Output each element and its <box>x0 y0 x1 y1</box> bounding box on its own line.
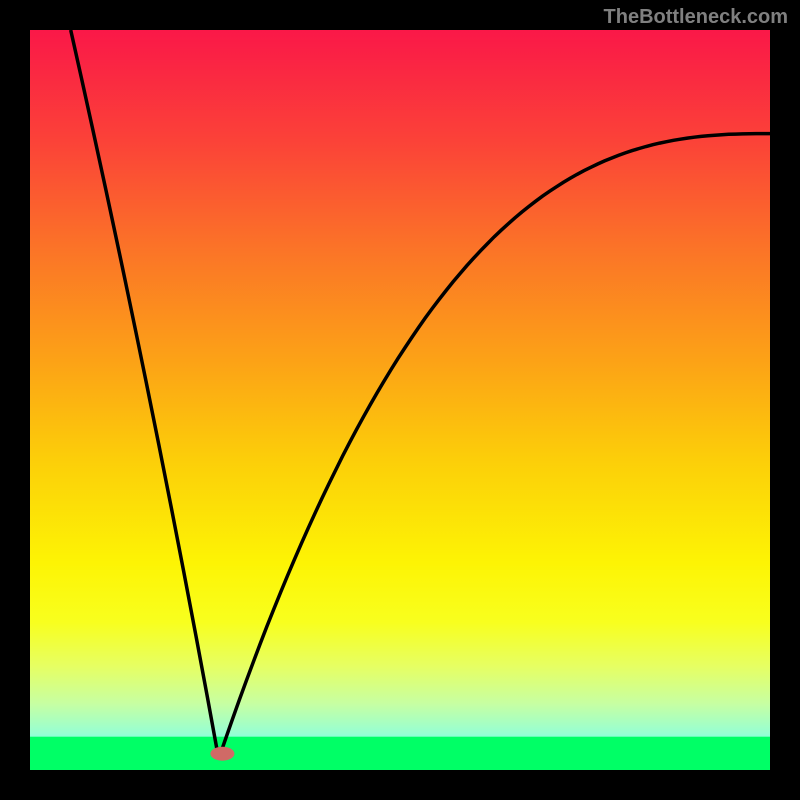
green-band <box>30 737 770 770</box>
plot-background <box>30 30 770 770</box>
bottleneck-chart <box>0 0 800 800</box>
optimal-marker <box>210 747 234 761</box>
watermark-text: TheBottleneck.com <box>604 6 788 29</box>
root: TheBottleneck.com <box>0 0 800 800</box>
